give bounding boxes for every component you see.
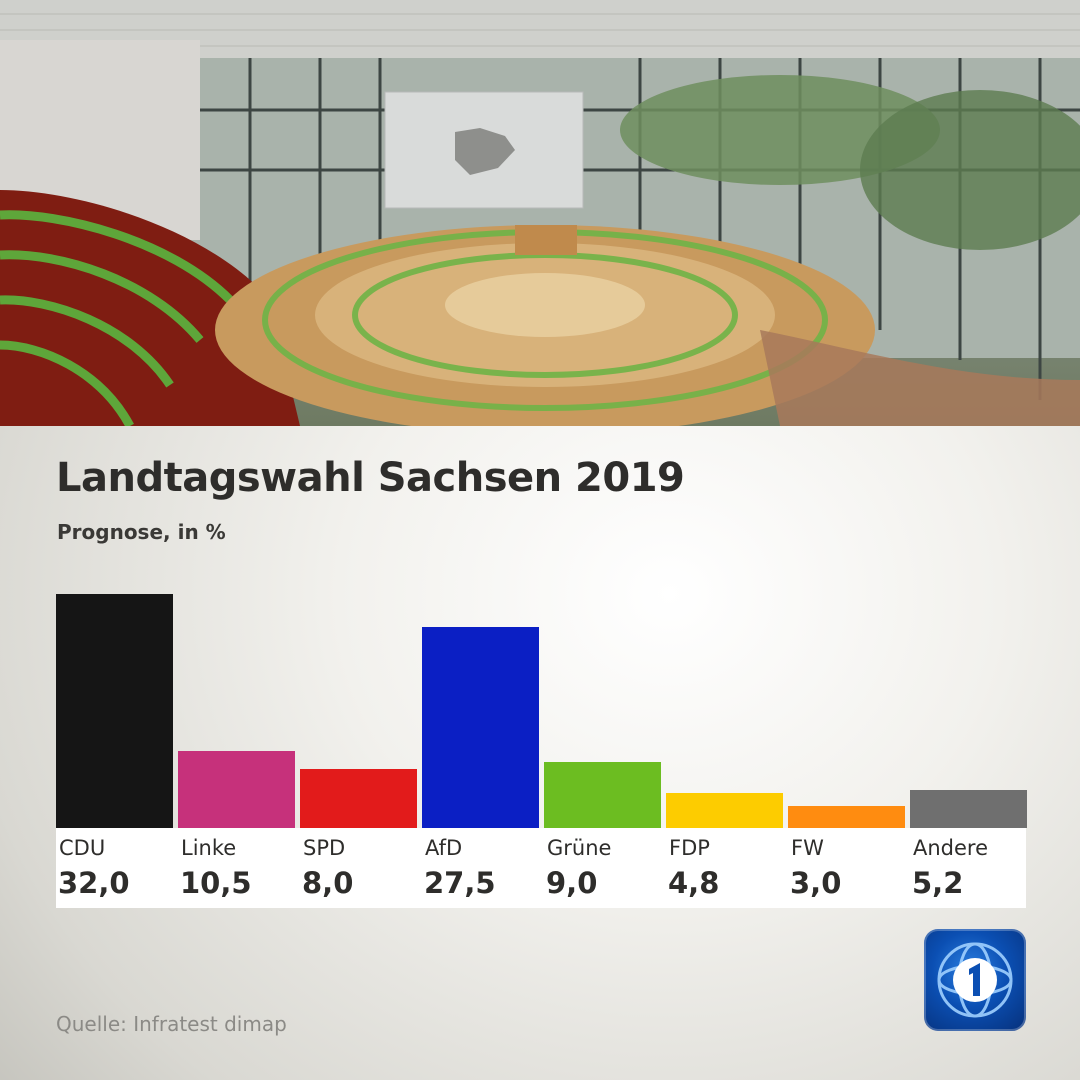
source-note: Quelle: Infratest dimap <box>56 1012 287 1036</box>
chart-label-strip <box>56 828 1026 908</box>
chart-title: Landtagswahl Sachsen 2019 <box>56 455 685 501</box>
globe-one-icon <box>937 942 1013 1018</box>
bar-fdp <box>666 793 783 828</box>
chamber-illustration <box>0 0 1080 426</box>
chart-subtitle: Prognose, in % <box>57 520 226 544</box>
bar-afd <box>422 627 539 828</box>
tagesschau-logo-icon <box>924 929 1026 1031</box>
bar-spd <box>300 769 417 828</box>
parliament-chamber-photo <box>0 0 1080 426</box>
bar-cdu <box>56 594 173 828</box>
bar-grüne <box>544 762 661 828</box>
bar-fw <box>788 806 905 828</box>
bar-andere <box>910 790 1027 828</box>
bar-linke <box>178 751 295 828</box>
